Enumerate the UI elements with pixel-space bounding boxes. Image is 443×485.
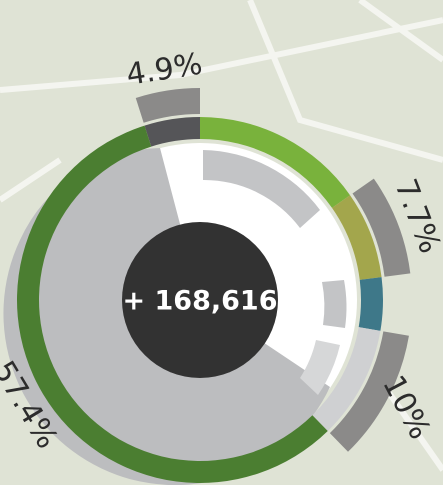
ring-segment <box>17 125 328 483</box>
ring-segment <box>358 277 383 331</box>
highlight-tab <box>329 331 409 452</box>
highlight-tab <box>135 88 200 123</box>
inner-arc <box>203 150 320 228</box>
inner-arc <box>300 340 340 395</box>
map-background <box>0 0 443 472</box>
center-circle <box>122 222 278 378</box>
inner-arc <box>322 280 347 328</box>
ring-segment <box>312 327 381 432</box>
ring-segment <box>200 117 351 208</box>
value-label: 10% <box>375 370 437 445</box>
ring-segment <box>332 195 382 280</box>
ring-segment <box>144 117 200 147</box>
highlight-tab <box>352 178 411 277</box>
value-label: 4.9% <box>124 47 205 93</box>
center-label: + 168,616 <box>123 286 278 317</box>
